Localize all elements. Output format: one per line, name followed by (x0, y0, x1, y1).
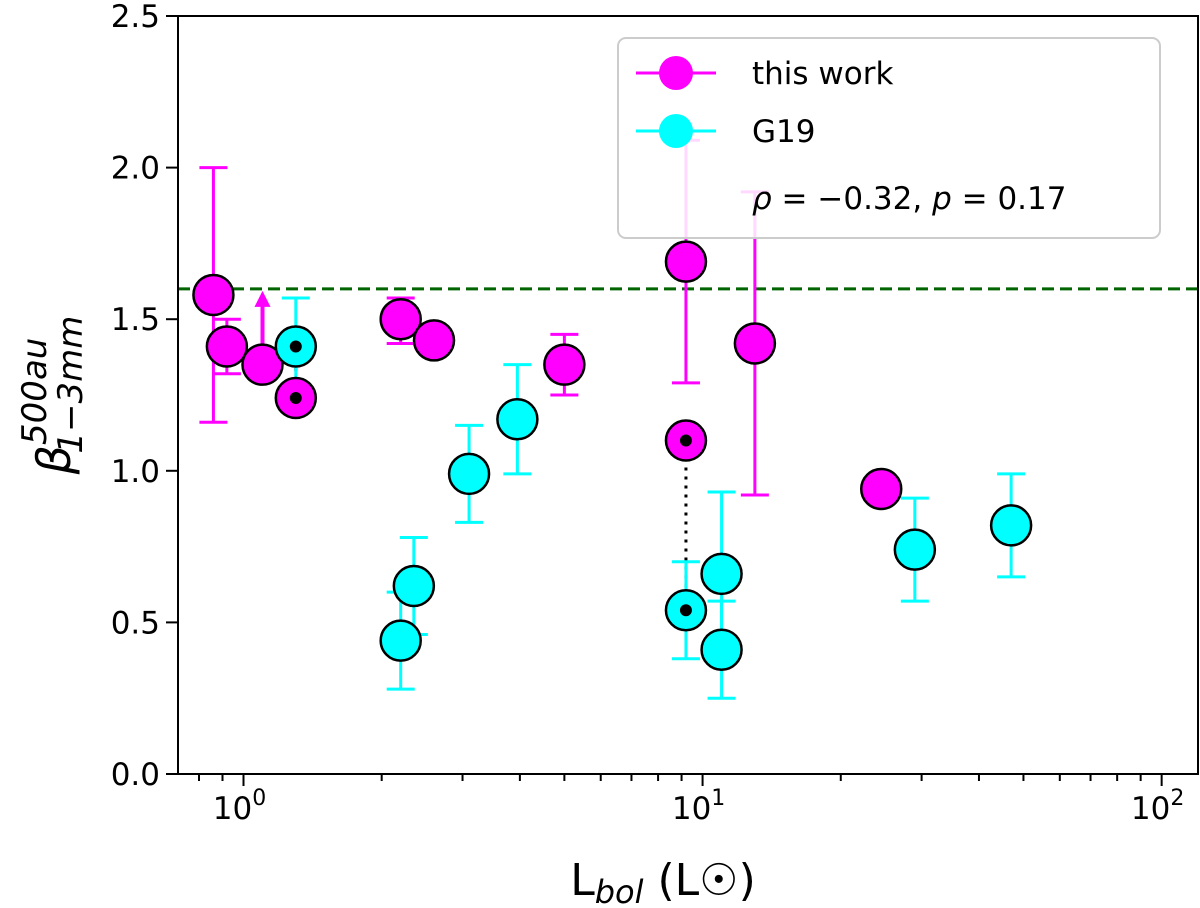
this-work-point (241, 343, 284, 386)
legend-label-this-work: this work (752, 56, 893, 92)
this-work-point (733, 322, 777, 365)
this-work-point (543, 343, 586, 386)
this-work-point (412, 319, 456, 362)
y-tick-label: 2.5 (111, 0, 160, 35)
axes-layer: 100 101 102 0.0 0.5 1.0 1.5 2.0 2.5 (111, 0, 1199, 827)
legend-marker-this-work (659, 56, 693, 90)
g19-point-marker (289, 340, 302, 353)
x-tick-label: 102 (1131, 786, 1184, 827)
this-work-point-marker (289, 392, 302, 405)
x-tick-label: 101 (672, 786, 725, 827)
g19-point (989, 504, 1033, 547)
axes-frame (177, 15, 1199, 775)
x-axis-title: Lbol (L☉) (570, 855, 756, 908)
g19-point-marker (679, 604, 692, 617)
this-work-point (379, 297, 422, 341)
link-layer (294, 346, 688, 611)
point-layer (192, 240, 1033, 671)
g19-point (392, 564, 436, 608)
legend-marker-g19 (659, 114, 693, 148)
this-work-lower-limit-arrowhead (254, 290, 271, 307)
y-tick-label: 0.0 (111, 757, 160, 793)
g19-point (379, 619, 422, 662)
this-work-point (192, 273, 235, 317)
y-tick-label: 1.0 (111, 454, 160, 490)
legend-label-g19: G19 (752, 114, 815, 150)
g19-point (447, 452, 491, 496)
y-axis-title: β500au1−3mm (15, 316, 91, 476)
this-work-point (664, 240, 708, 283)
this-work-point-marker (679, 434, 692, 447)
this-work-point (859, 467, 903, 511)
x-tick-label: 100 (213, 786, 266, 827)
y-tick-label: 1.5 (111, 302, 160, 338)
this-work-point (205, 325, 249, 368)
g19-point (700, 552, 743, 596)
legend: this work G19 ρ = −0.32, p = 0.17 (617, 37, 1161, 239)
y-tick-label: 0.5 (111, 605, 160, 641)
y-tick-label: 2.0 (111, 151, 160, 187)
g19-point (496, 398, 539, 441)
legend-correlation-text: ρ = −0.32, p = 0.17 (752, 181, 1066, 217)
legend-box (617, 37, 1161, 239)
g19-point (893, 528, 937, 571)
g19-point (700, 628, 743, 671)
